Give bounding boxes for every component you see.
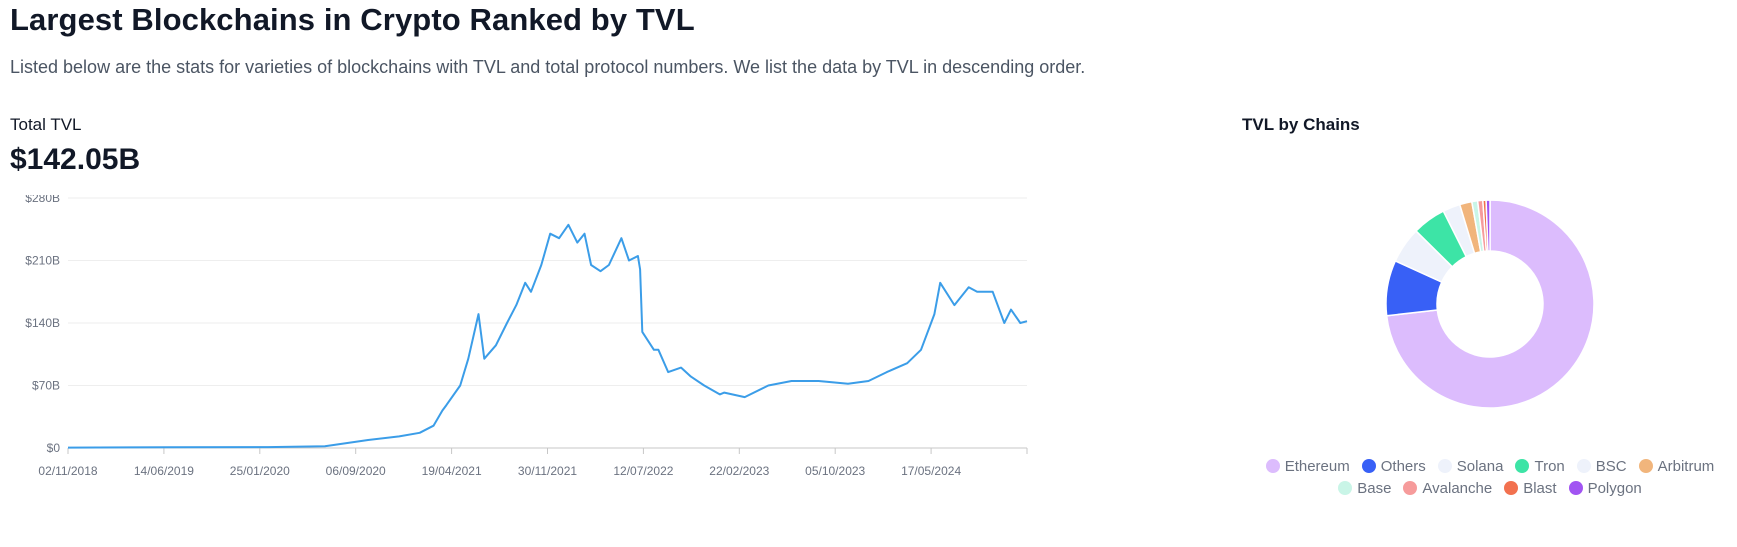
legend-label: Polygon [1587, 479, 1642, 497]
legend-label: Tron [1534, 457, 1565, 475]
tvl-series-line[interactable] [67, 223, 1028, 449]
legend-swatch [1576, 459, 1591, 473]
legend-swatch [1338, 481, 1353, 495]
total-tvl-label: Total TVL [10, 115, 82, 134]
x-tick-label: 12/07/2022 [613, 464, 673, 478]
x-tick-label: 19/04/2021 [422, 464, 482, 478]
legend-item-tron[interactable]: Tron [1515, 457, 1565, 475]
y-tick-label: $70B [32, 379, 60, 393]
x-tick-label: 30/11/2021 [518, 464, 577, 478]
x-tick-label: 06/09/2020 [326, 464, 386, 478]
legend-swatch [1361, 459, 1376, 473]
legend-item-ethereum[interactable]: Ethereum [1265, 457, 1350, 475]
legend-item-blast[interactable]: Blast [1504, 479, 1557, 497]
pie-legend: Ethereum Others Solana Tron BSC Arbitrum Base… [1250, 455, 1730, 499]
total-tvl-value: $142.05B [10, 143, 141, 176]
legend-item-solana[interactable]: Solana [1437, 457, 1504, 475]
pie-legend-row: Ethereum Others Solana Tron BSC Arbitrum [1250, 455, 1730, 477]
pie-legend-row: Base Avalanche Blast Polygon [1250, 477, 1730, 499]
legend-label: Avalanche [1422, 479, 1493, 497]
tvl-line-chart[interactable]: $0 $70B $140B $210B $280B 02/11/2018 14/06/201… [0, 195, 1045, 495]
legend-swatch [1504, 481, 1519, 495]
tvl-by-chains-donut[interactable] [1370, 190, 1610, 430]
legend-label: Base [1357, 479, 1392, 497]
x-tick-label: 22/02/2023 [709, 464, 769, 478]
x-tick-label: 05/10/2023 [805, 464, 865, 478]
legend-label: Others [1380, 457, 1426, 475]
y-tick-label: $0 [47, 441, 61, 455]
donut-slice-ethereum[interactable] [1385, 199, 1595, 409]
legend-label: Arbitrum [1657, 457, 1715, 475]
legend-swatch [1403, 481, 1418, 495]
donut-slice-polygon[interactable] [1485, 199, 1491, 252]
tvl-by-chains-title: TVL by Chains [1242, 115, 1360, 134]
legend-item-bsc[interactable]: BSC [1576, 457, 1627, 475]
legend-label: Solana [1456, 457, 1504, 475]
y-tick-label: $210B [25, 254, 60, 268]
legend-swatch [1568, 481, 1583, 495]
legend-label: Ethereum [1284, 457, 1350, 475]
legend-item-base[interactable]: Base [1338, 480, 1391, 497]
x-tick-label: 14/06/2019 [134, 464, 194, 478]
legend-item-polygon[interactable]: Polygon [1568, 479, 1642, 497]
legend-swatch [1437, 459, 1452, 473]
page-subtitle: Listed below are the stats for varieties… [10, 57, 1086, 77]
x-tick-label: 25/01/2020 [230, 464, 290, 478]
legend-item-arbitrum[interactable]: Arbitrum [1638, 457, 1715, 475]
legend-label: BSC [1595, 457, 1627, 475]
legend-item-avalanche[interactable]: Avalanche [1403, 480, 1492, 497]
legend-item-others[interactable]: Others [1361, 457, 1426, 475]
legend-swatch [1515, 459, 1530, 473]
legend-swatch [1265, 459, 1280, 473]
y-tick-label: $280B [25, 195, 60, 205]
y-tick-label: $140B [25, 316, 60, 330]
page-title: Largest Blockchains in Crypto Ranked by … [10, 2, 695, 37]
x-tick-label: 17/05/2024 [901, 464, 961, 478]
legend-label: Blast [1523, 479, 1557, 497]
x-tick-label: 02/11/2018 [38, 464, 97, 478]
legend-swatch [1638, 459, 1653, 473]
